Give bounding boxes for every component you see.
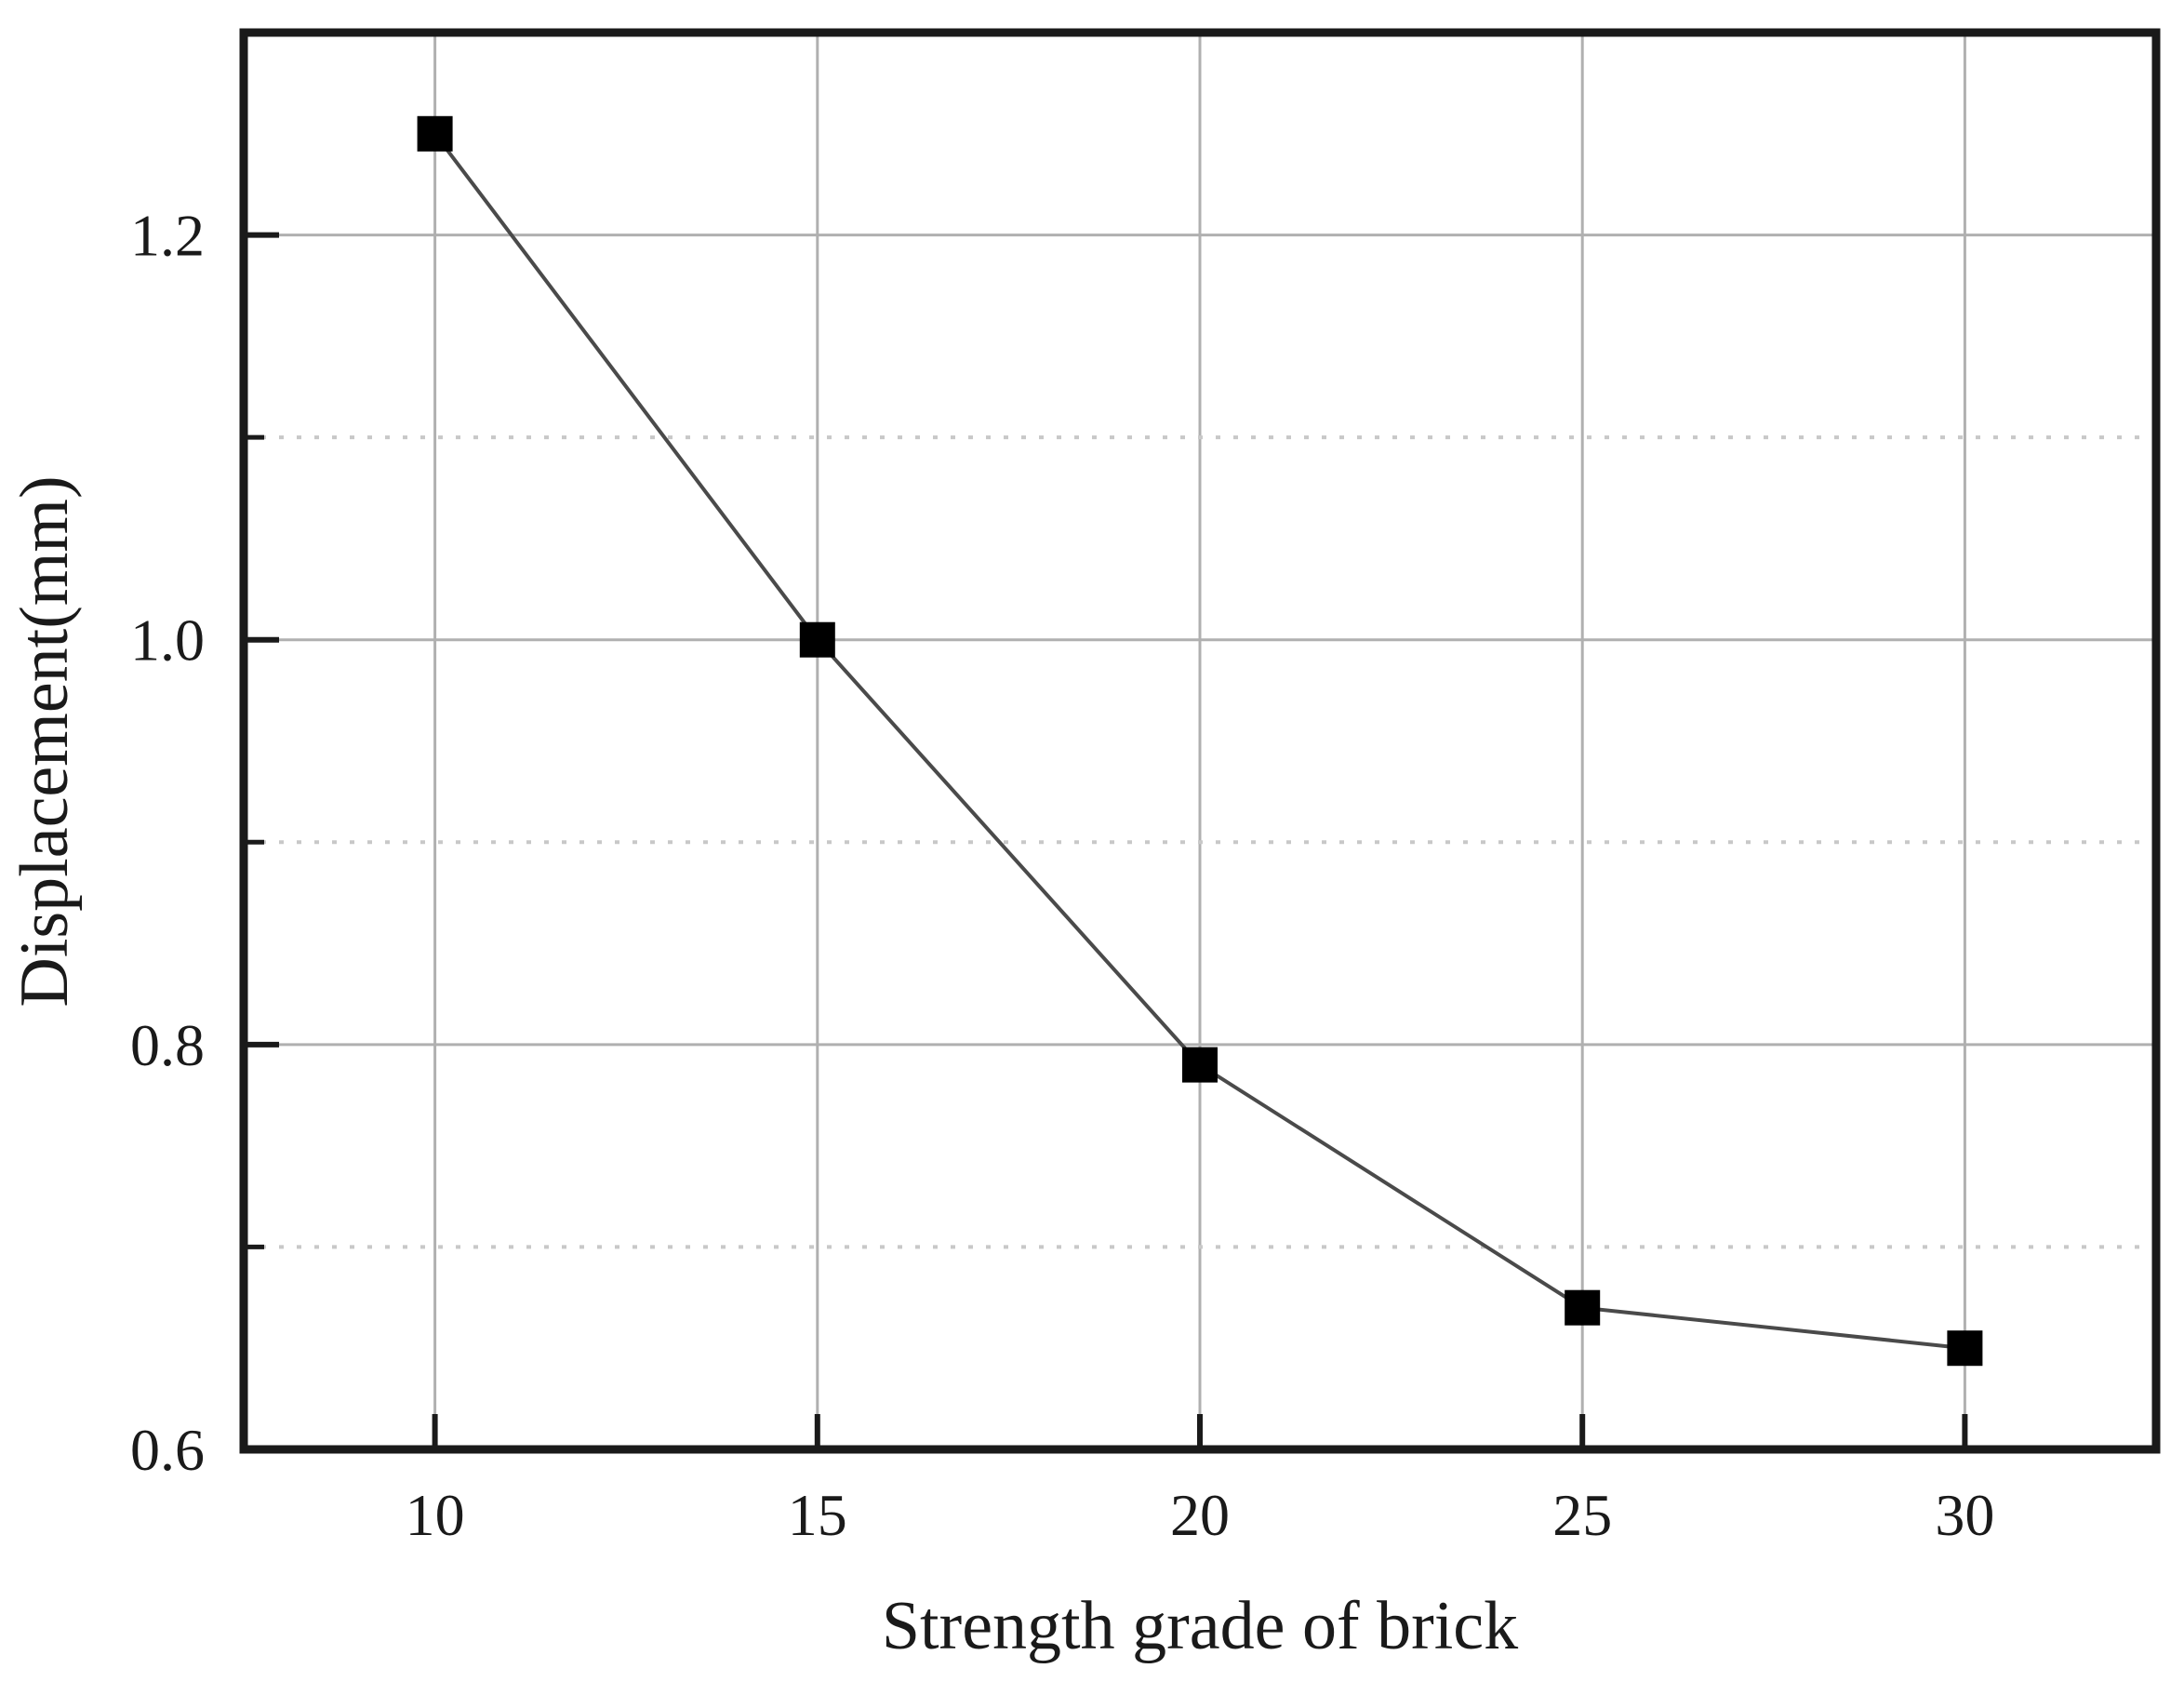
- data-point-marker: [1947, 1330, 1983, 1367]
- grid-layer: [244, 33, 2156, 1449]
- y-tick-label: 0.8: [130, 1012, 205, 1078]
- data-point-marker: [417, 115, 453, 152]
- data-series-layer: [417, 115, 1983, 1367]
- y-tick-label: 0.6: [130, 1417, 205, 1483]
- x-tick-label: 20: [1170, 1482, 1230, 1548]
- tick-label-layer: 0.6 0.8 1.0 1.2 10 15 20 25 30: [130, 203, 1994, 1548]
- x-tick-label: 10: [406, 1482, 465, 1548]
- x-tick-label: 30: [1935, 1482, 1994, 1548]
- axis-layer: [239, 28, 2161, 1454]
- y-tick-label: 1.2: [130, 203, 205, 269]
- data-point-marker: [1565, 1289, 1601, 1326]
- x-tick-label: 25: [1552, 1482, 1612, 1548]
- data-point-marker: [799, 621, 835, 658]
- y-tick-label: 1.0: [130, 607, 205, 674]
- y-axis-title: Displacement(mm): [7, 475, 83, 1007]
- x-axis-title: Strength grade of brick: [882, 1588, 1518, 1664]
- data-point-marker: [1182, 1047, 1218, 1083]
- x-tick-label: 15: [788, 1482, 847, 1548]
